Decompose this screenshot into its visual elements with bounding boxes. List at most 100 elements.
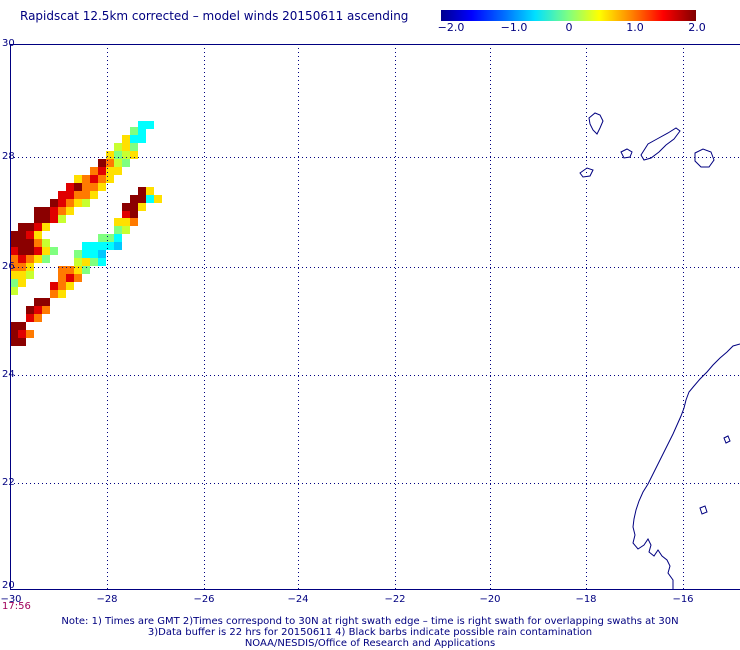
swath-cell [34,207,42,215]
swath-cell [66,199,74,207]
swath-cell [98,250,106,258]
swath-cell [122,210,130,218]
lat-label-26: 26 [2,261,15,272]
note-line-1: Note: 1) Times are GMT 2)Times correspon… [61,616,679,627]
swath-cell [82,242,90,250]
swath-cell [138,127,146,135]
swath-cell [98,258,106,266]
colorbar-label-neg2: −2.0 [437,21,465,34]
swath-cell [82,250,90,258]
swath-cell [50,290,58,298]
swath-cell [98,183,106,191]
swath-cell [122,143,130,151]
island-el-hierro [579,167,594,178]
swath-cell [34,231,42,239]
swath-cell [74,183,82,191]
swath-cell [34,255,42,263]
lon-label-18: −18 [575,594,597,605]
swath-cell [130,203,138,211]
swath-cell [122,159,130,167]
swath-cell [10,287,18,295]
lon-label-26: −26 [193,594,215,605]
swath-cell [26,239,34,247]
swath-cell [82,266,90,274]
swath-cell [18,239,26,247]
swath-cell [66,191,74,199]
swath-cell [42,306,50,314]
swath-cell [74,199,82,207]
swath-cell [98,242,106,250]
swath-cell [34,223,42,231]
swath-cell [90,183,98,191]
swath-cell [42,207,50,215]
swath-cell [58,191,66,199]
swath-cell [114,234,122,242]
lat-label-28: 28 [2,151,15,162]
swath-cell [42,247,50,255]
note-line-2: 3)Data buffer is 22 hrs for 20150611 4) … [147,627,593,638]
swath-cell [106,151,114,159]
wind-swath [10,121,162,346]
swath-cell [74,274,82,282]
swath-cell [58,207,66,215]
swath-cell [34,239,42,247]
swath-cell [154,195,162,203]
swath-cell [26,255,34,263]
swath-cell [10,239,18,247]
swath-cell [114,151,122,159]
swath-cell [66,207,74,215]
swath-cell [130,143,138,151]
coastlines [579,112,740,590]
swath-cell [138,195,146,203]
swath-cell [106,159,114,167]
swath-cell [74,250,82,258]
swath-cell [18,330,26,338]
swath-cell [26,271,34,279]
colorbar-label-2: 2.0 [688,21,706,34]
grid-lines [10,44,740,590]
swath-cell [18,231,26,239]
swath-cell [114,159,122,167]
swath-cell [26,247,34,255]
swath-cell [138,121,146,129]
swath-cell [90,175,98,183]
swath-cell [18,223,26,231]
lat-label-22: 22 [2,477,15,488]
swath-cell [10,247,18,255]
swath-cell [10,338,18,346]
island-la-palma [588,112,604,135]
lat-label-30: 30 [2,38,15,49]
swath-cell [74,266,82,274]
swath-cell [146,195,154,203]
swath-cell [18,322,26,330]
note-line-3: NOAA/NESDIS/Office of Research and Appli… [244,638,496,649]
swath-cell [18,338,26,346]
swath-cell [58,215,66,223]
swath-cell [66,282,74,290]
swath-cell [90,191,98,199]
swath-cell [74,258,82,266]
swath-cell [106,242,114,250]
swath-cell [106,175,114,183]
swath-cell [130,218,138,226]
swath-cell [18,247,26,255]
island-gran-canaria [694,148,715,168]
swath-cell [10,279,18,287]
swath-cell [114,143,122,151]
colorbar-label-0: 0 [565,21,573,34]
lon-label-22: −22 [384,594,406,605]
swath-time-label: 17:56 [2,601,31,612]
swath-cell [130,151,138,159]
swath-cell [82,175,90,183]
swath-cell [90,167,98,175]
swath-cell [82,199,90,207]
swath-cell [58,290,66,298]
swath-cell [130,135,138,143]
lon-label-16: −16 [672,594,694,605]
swath-cell [122,203,130,211]
map-title: Rapidscat 12.5km corrected – model winds… [20,9,409,23]
lon-label-24: −24 [287,594,309,605]
swath-cell [90,258,98,266]
swath-cell [114,242,122,250]
swath-cell [34,306,42,314]
